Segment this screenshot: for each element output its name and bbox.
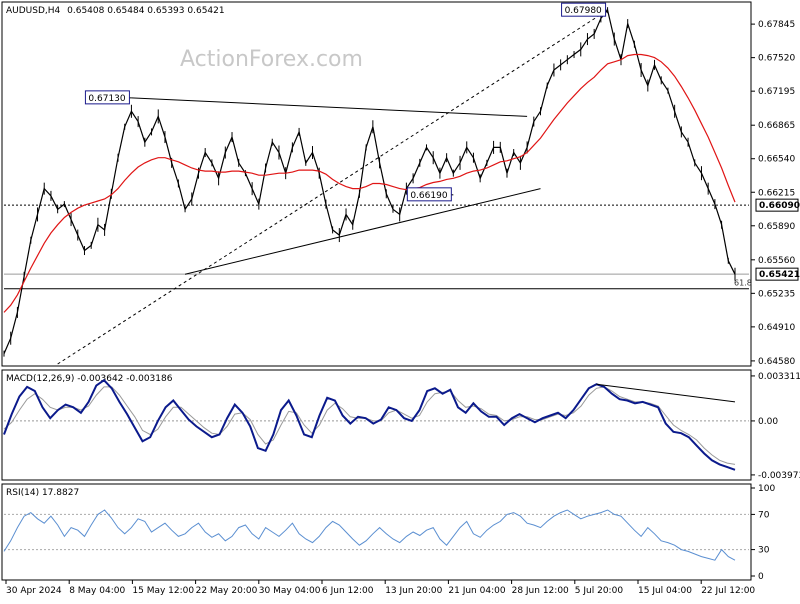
rsi-panel-title: RSI(14) 17.8827 — [6, 488, 79, 498]
price-level-tag-label: 0.66090 — [759, 201, 800, 211]
x-tick-label: 8 May 04:00 — [69, 586, 125, 596]
rsi-y-tick-label: 0 — [758, 572, 764, 582]
price-level-tag-box — [755, 198, 799, 212]
x-tick-label: 15 May 12:00 — [132, 586, 194, 596]
macd-y-tick-label: 0.003311 — [758, 372, 800, 382]
x-tick-label: 30 May 04:00 — [259, 586, 321, 596]
price-line — [3, 8, 736, 354]
rsi-panel: RSI(14) 17.8827 100 70 30 0 — [1, 483, 775, 582]
x-tick-label: 15 Jul 04:00 — [638, 586, 692, 596]
annotation-box — [84, 90, 130, 105]
macd-panel: MACD(12,26,9) -0.003642 -0.003186 0.0033… — [1, 369, 800, 481]
fib-level-label: 61.8 — [734, 279, 752, 288]
price-panel: ActionForex.com AUDUSD,H4 0.65408 0.6548… — [1, 1, 800, 367]
price-y-tick-label: 0.67845 — [758, 20, 795, 30]
macd-divergence-line — [596, 383, 736, 403]
rsi-y-tick-label: 100 — [758, 484, 775, 494]
x-tick-label: 28 Jun 12:00 — [512, 586, 569, 596]
price-levels: 0.66090 0.65421 61.8 — [4, 198, 800, 290]
price-y-tick-label: 0.66215 — [758, 188, 795, 198]
fib-projection-line — [57, 9, 608, 365]
x-tick-label: 30 Apr 2024 — [6, 586, 62, 596]
x-axis: 30 Apr 2024 8 May 04:00 15 May 12:00 22 May… — [5, 580, 755, 596]
x-tick-label: 13 Jun 20:00 — [385, 586, 442, 596]
annotation-label: 0.67980 — [565, 6, 602, 16]
price-y-tick-label: 0.66540 — [758, 155, 795, 165]
annotation-label: 0.67130 — [88, 94, 125, 104]
rsi-series — [3, 509, 736, 561]
watermark: ActionForex.com — [180, 47, 363, 72]
macd-signal-line — [3, 386, 736, 465]
price-panel-title: AUDUSD,H4 0.65408 0.65484 0.65393 0.6542… — [6, 6, 225, 16]
rsi-y-tick-label: 70 — [758, 510, 770, 520]
price-y-tick-label: 0.66865 — [758, 121, 795, 131]
macd-series — [3, 378, 749, 471]
rsi-levels — [4, 513, 749, 551]
macd-trendlines — [596, 383, 736, 403]
rsi-line — [3, 509, 736, 561]
price-y-axis: 0.67845 0.67520 0.67195 0.66865 0.66540 0.662… — [751, 20, 795, 367]
price-y-tick-label: 0.67520 — [758, 54, 795, 64]
symbol-label: AUDUSD,H4 — [6, 6, 61, 16]
price-y-tick-label: 0.67195 — [758, 87, 795, 97]
price-y-tick-label: 0.65235 — [758, 289, 795, 299]
rsi-y-axis: 100 70 30 0 — [751, 484, 775, 582]
macd-y-tick-label: 0.00 — [758, 417, 778, 427]
price-level-tag-label: 0.65421 — [759, 270, 800, 280]
price-series — [3, 7, 736, 357]
macd-y-axis: 0.003311 0.00 -0.003973 — [751, 372, 800, 481]
x-tick-label: 5 Jul 20:00 — [575, 586, 624, 596]
macd-panel-frame — [1, 369, 752, 481]
moving-average-line — [3, 53, 736, 313]
price-level-tag-box — [755, 267, 799, 281]
price-trendlines — [57, 9, 608, 365]
x-tick-label: 21 Jun 04:00 — [448, 586, 505, 596]
price-y-tick-label: 0.64580 — [758, 357, 795, 367]
price-panel-frame — [1, 1, 752, 367]
annotation-label: 0.66190 — [410, 191, 447, 201]
macd-y-tick-label: -0.003973 — [758, 471, 800, 481]
annotation-box — [406, 187, 452, 202]
price-y-tick-label: 0.64910 — [758, 323, 795, 333]
price-y-tick-label: 0.65890 — [758, 222, 795, 232]
ohlc-label: 0.65408 0.65484 0.65393 0.65421 — [67, 6, 224, 16]
x-tick-label: 22 Jul 12:00 — [701, 586, 755, 596]
x-tick-label: 6 Jun 12:00 — [322, 586, 374, 596]
annotation-box — [561, 2, 607, 17]
price-annotations: 0.67980 0.67130 0.66190 — [84, 2, 608, 202]
macd-line — [3, 378, 736, 471]
price-y-tick-label: 0.65560 — [758, 256, 795, 266]
upper-trendline — [131, 97, 528, 117]
macd-panel-title: MACD(12,26,9) -0.003642 -0.003186 — [6, 374, 173, 384]
rsi-panel-frame — [1, 483, 752, 581]
lower-trendline — [184, 188, 541, 275]
x-tick-label: 22 May 20:00 — [196, 586, 258, 596]
rsi-y-tick-label: 30 — [758, 546, 770, 556]
